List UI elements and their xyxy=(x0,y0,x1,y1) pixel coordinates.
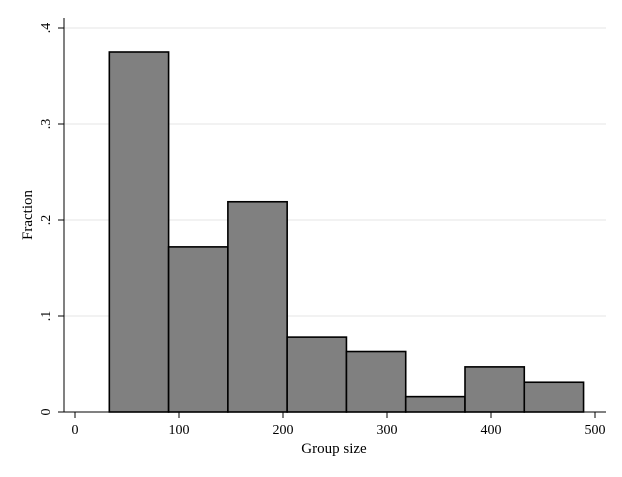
y-tick-label-2: .2 xyxy=(39,215,54,226)
x-tick-label-0: 0 xyxy=(72,423,79,438)
x-tick-label-4: 400 xyxy=(481,423,502,438)
y-ticks: 0 .1 .2 .3 .4 xyxy=(39,23,64,416)
bar-5 xyxy=(345,350,407,413)
bar-7 xyxy=(464,366,526,413)
bars xyxy=(108,51,585,413)
bar-2 xyxy=(167,246,229,413)
y-tick-label-1: .1 xyxy=(39,311,54,322)
x-tick-label-1: 100 xyxy=(169,423,190,438)
bar-8 xyxy=(523,381,585,413)
x-axis-title: Group size xyxy=(301,441,367,457)
bar-6 xyxy=(404,395,466,413)
y-tick-label-4: .4 xyxy=(39,23,54,34)
x-ticks: 0 100 200 300 400 500 xyxy=(72,412,606,438)
x-tick-label-3: 300 xyxy=(377,423,398,438)
bar-3 xyxy=(227,200,288,413)
bar-4 xyxy=(286,336,348,413)
axes xyxy=(63,18,606,413)
bar-1 xyxy=(108,51,170,413)
y-tick-label-3: .3 xyxy=(39,119,54,130)
y-tick-label-0: 0 xyxy=(39,409,54,416)
x-tick-label-5: 500 xyxy=(585,423,606,438)
x-tick-label-2: 200 xyxy=(273,423,294,438)
y-axis-title: Fraction xyxy=(20,190,36,240)
